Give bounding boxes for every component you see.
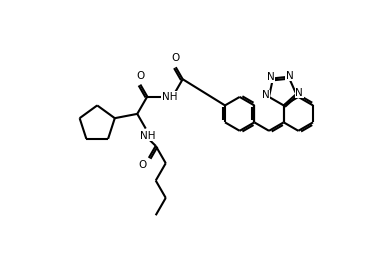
- Text: NH: NH: [162, 92, 177, 102]
- Text: N: N: [262, 90, 270, 100]
- Text: NH: NH: [139, 131, 155, 141]
- Text: O: O: [172, 53, 180, 63]
- Text: O: O: [138, 160, 146, 170]
- Text: N: N: [267, 72, 275, 82]
- Text: N: N: [295, 88, 303, 98]
- Text: O: O: [136, 71, 144, 81]
- Text: N: N: [285, 70, 293, 81]
